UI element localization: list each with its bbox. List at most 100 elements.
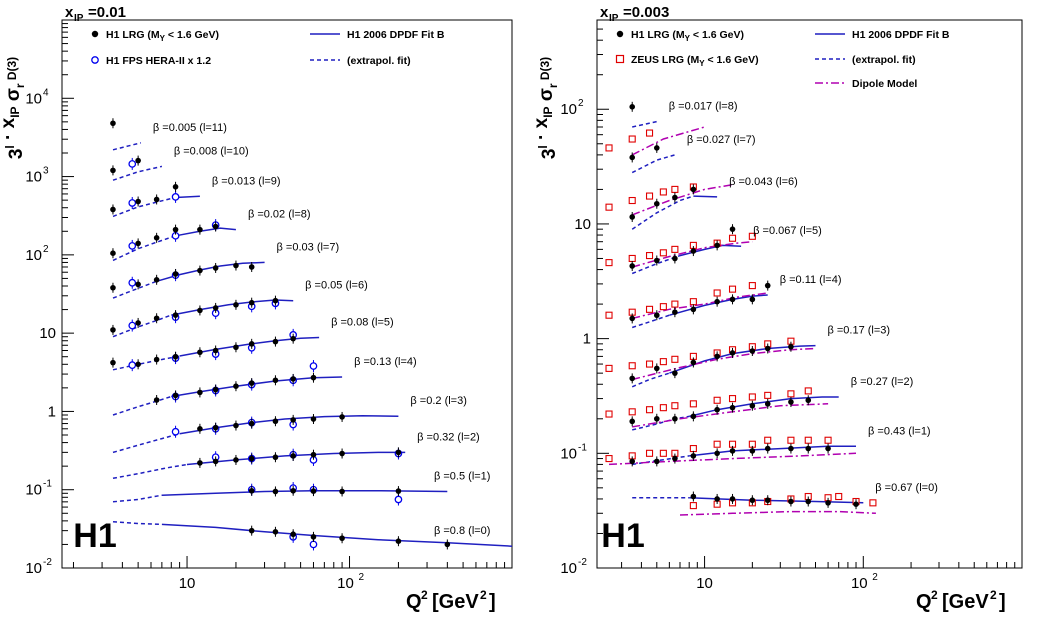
x-axis-label-unit: [GeV [432, 591, 479, 613]
extrapol-fit-curve [112, 280, 157, 299]
lrg-point [729, 496, 736, 502]
lrg-point [764, 282, 771, 289]
lrg-point [629, 214, 636, 220]
lrg-point [310, 451, 317, 458]
series-beta-0.32: β =0.32 (l=2) [112, 431, 480, 480]
legend-marker [616, 30, 624, 38]
lrg-point [310, 488, 317, 494]
lrg-point [395, 449, 402, 456]
dpdf-fit-curve [161, 489, 448, 496]
legend-label: H1 2006 DPDF Fit B [347, 29, 445, 41]
lrg-point [135, 157, 141, 164]
y-axis-label-part: IP [8, 106, 22, 117]
zeus-lrg-point [787, 390, 795, 398]
lrg-point [629, 104, 636, 110]
lrg-point [233, 457, 239, 463]
series-label: β =0.013 (l=9) [212, 175, 281, 187]
series-beta-0.043: β =0.043 (l=6) [605, 176, 798, 230]
y-axis-label-text: 3l · xIP σr D(3) [0, 57, 27, 159]
y-tick-label-exponent: 4 [43, 87, 49, 98]
lrg-point [197, 267, 203, 274]
lrg-point [395, 488, 402, 494]
series-label: β =0.08 (l=5) [331, 316, 394, 328]
legend-marker [91, 56, 99, 64]
y-tick-label: 10 [25, 560, 42, 577]
lrg-point [764, 345, 771, 352]
legend-entry: H1 LRG (MY < 1.6 GeV) [616, 29, 744, 43]
lrg-point [233, 383, 239, 390]
extrapol-fit-curve [112, 494, 163, 503]
lrg-point [272, 297, 279, 304]
lrg-point [172, 392, 179, 399]
series-beta-0.08: β =0.08 (l=5) [110, 316, 394, 372]
zeus-lrg-point [748, 232, 756, 240]
zeus-lrg-point [628, 408, 636, 416]
lrg-point [629, 458, 636, 465]
lrg-point [135, 361, 141, 368]
lrg-point [272, 529, 279, 535]
series-label: β =0.027 (l=7) [687, 134, 756, 146]
panel-title-subscript: IP [609, 13, 619, 24]
lrg-point [272, 488, 279, 495]
y-tick-label: 1 [48, 403, 56, 420]
panel-title-value: =0.003 [623, 4, 669, 21]
lrg-point [310, 374, 317, 381]
lrg-point [110, 120, 116, 127]
lrg-point [653, 365, 660, 372]
series-beta-0.017: β =0.017 (l=8) [629, 101, 738, 128]
zeus-lrg-point [645, 406, 654, 414]
series-label: β =0.017 (l=8) [669, 101, 738, 113]
dipole-model-curve [631, 126, 705, 156]
dpdf-fit-curve [693, 195, 718, 198]
y-tick-label: 10 [560, 560, 577, 577]
zeus-lrg-point [659, 188, 667, 196]
zeus-lrg-point [764, 436, 772, 444]
lrg-point [729, 448, 736, 454]
lrg-point [653, 200, 660, 207]
extrapol-fit-curve [632, 415, 690, 431]
lrg-point [110, 167, 116, 174]
lrg-point [805, 498, 812, 505]
series-label: β =0.03 (l=7) [277, 241, 340, 253]
panel-title-x: x [65, 4, 74, 21]
y-axis-label-part: D(3) [5, 57, 19, 84]
y-axis-label-part: 3 [539, 149, 560, 160]
lrg-point [212, 458, 219, 465]
y-tick-label-exponent: -2 [43, 557, 52, 568]
experiment-label: H1 [73, 517, 116, 555]
zeus-lrg-point [605, 364, 613, 372]
fps-point [309, 362, 318, 370]
lrg-point [248, 455, 255, 462]
x-axis-label-q: Q [916, 591, 932, 613]
lrg-point [290, 531, 296, 538]
extrapol-fit-curve [112, 196, 176, 218]
zeus-lrg-point [659, 449, 667, 457]
zeus-lrg-point [671, 245, 679, 253]
zeus-lrg-point [869, 499, 877, 507]
dpdf-fit-curve [171, 376, 343, 398]
dipole-model-curve [679, 510, 876, 516]
lrg-point [197, 349, 203, 356]
zeus-lrg-point [645, 360, 654, 368]
lrg-point [764, 497, 771, 504]
fps-point [171, 193, 180, 201]
x-axis-label-close: ] [489, 591, 496, 613]
zeus-lrg-point [645, 252, 654, 260]
zeus-lrg-point [835, 492, 843, 501]
y-axis-label: 3l · xIP σr D(3) [531, 57, 560, 159]
extrapol-fit-curve [112, 314, 172, 338]
legend-entry: (extrapol. fit) [815, 54, 916, 66]
legend-label: Dipole Model [852, 78, 917, 90]
lrg-point [290, 376, 296, 382]
series-label: β =0.008 (l=10) [174, 145, 249, 157]
lrg-point [233, 344, 239, 351]
zeus-lrg-point [748, 282, 756, 290]
series-beta-0.11: β =0.11 (l=4) [605, 274, 842, 329]
x-tick-label-exponent: 2 [359, 572, 365, 583]
lrg-point [714, 353, 720, 360]
series-beta-0.27: β =0.27 (l=2) [605, 376, 913, 431]
lrg-point [672, 255, 678, 262]
legend-label: (extrapol. fit) [347, 55, 411, 67]
